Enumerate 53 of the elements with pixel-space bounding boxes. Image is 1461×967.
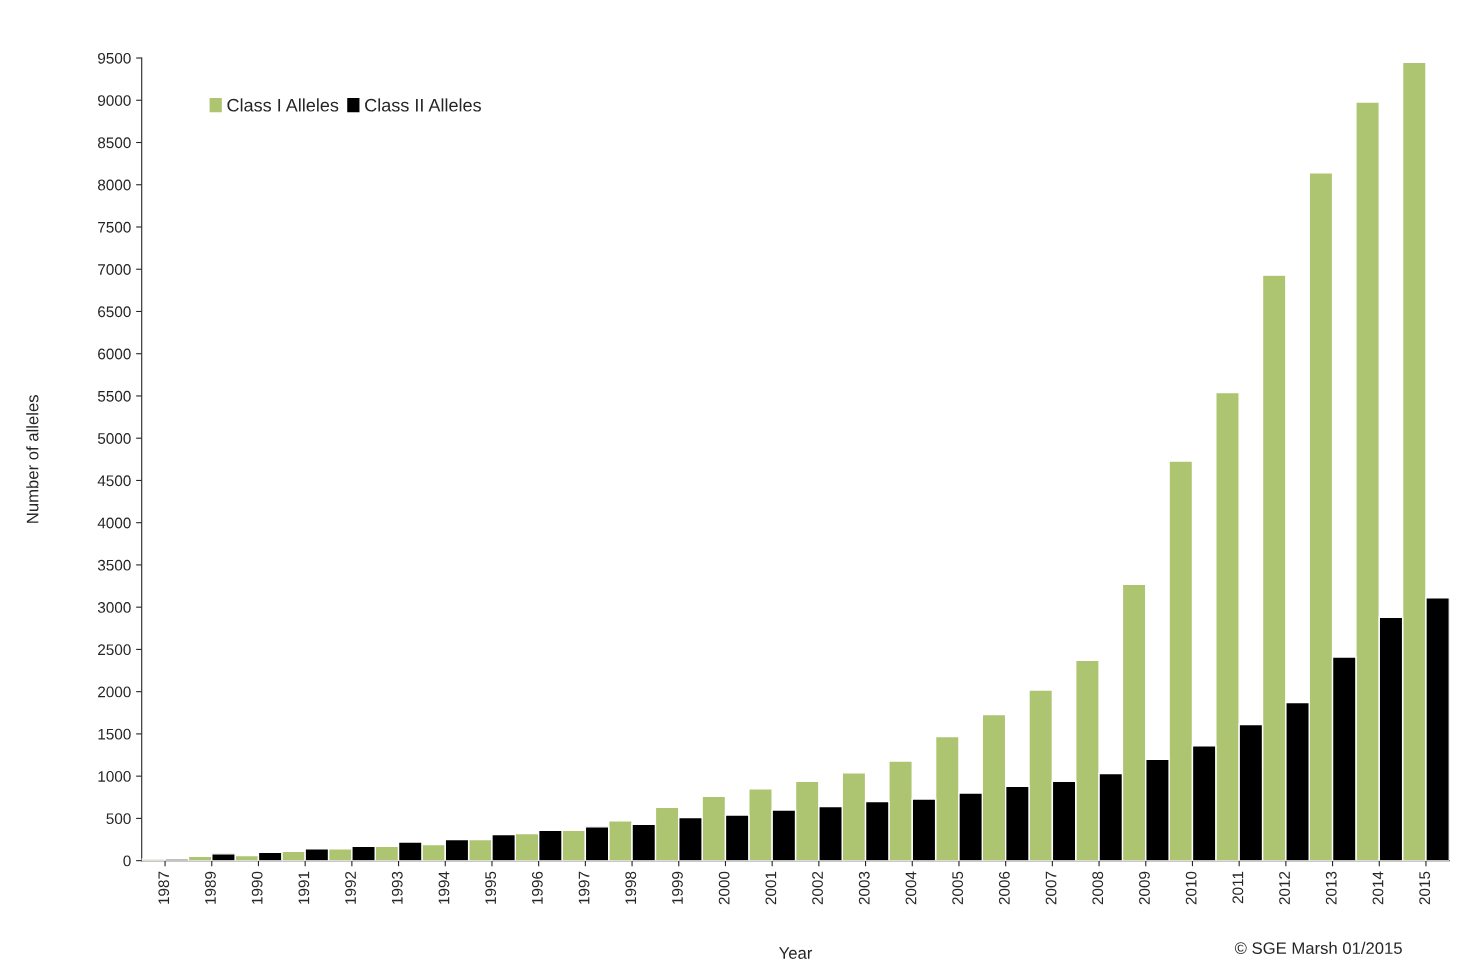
y-tick-label: 2500 — [98, 644, 131, 656]
x-tick-label: 2001 — [765, 871, 777, 905]
y-tick-label: 7500 — [98, 221, 131, 233]
x-tick-label: 1995 — [485, 871, 497, 904]
x-tick-label: 1994 — [438, 871, 450, 904]
y-tick-label: 2000 — [98, 686, 131, 698]
x-tick-label: 1989 — [205, 871, 216, 904]
y-tick-label: 6000 — [98, 348, 131, 360]
x-tick-label: 1997 — [578, 871, 590, 904]
x-tick-label: 2008 — [1092, 871, 1104, 905]
text: © SGE Marsh 01/2015 — [1234, 941, 1402, 955]
x-tick-label: 1993 — [391, 871, 403, 904]
x-tick-label: 2005 — [952, 871, 964, 905]
x-tick-label: 1996 — [531, 871, 543, 904]
legend-label: Class I Alleles — [227, 98, 339, 112]
x-tick-label: 1992 — [345, 871, 356, 904]
x-tick-label: 2006 — [998, 871, 1010, 905]
x-tick-label: 2015 — [1419, 871, 1431, 905]
y-tick-label: 3500 — [97, 559, 131, 571]
y-tick-label: 7000 — [98, 264, 131, 275]
legend-label: Class II Alleles — [365, 98, 481, 112]
y-tick-label: 500 — [106, 813, 131, 825]
y-tick-label: 5000 — [97, 433, 131, 444]
y-tick-label: 9000 — [98, 95, 131, 106]
y-tick-label: 1000 — [98, 771, 131, 782]
x-axis-title: Year — [779, 947, 813, 959]
x-tick-label: 2002 — [812, 871, 823, 905]
y-axis-title: Number of alleles — [26, 395, 39, 523]
x-tick-label: 2004 — [905, 871, 917, 905]
x-tick-label: 1999 — [672, 871, 683, 904]
x-tick-label: 2013 — [1325, 871, 1337, 905]
x-tick-label: 2007 — [1045, 871, 1057, 905]
y-tick-label: 3000 — [97, 602, 131, 613]
x-tick-label: 1990 — [251, 871, 263, 904]
y-tick-label: 5500 — [97, 390, 131, 402]
x-tick-label: 1998 — [625, 871, 637, 904]
y-tick-label: 4000 — [97, 517, 131, 529]
y-tick-label: 8500 — [97, 137, 131, 149]
x-tick-label: 2009 — [1139, 871, 1150, 905]
x-tick-label: 2014 — [1372, 871, 1384, 905]
x-tick-label: 2010 — [1185, 871, 1197, 905]
x-tick-label: 1987 — [158, 871, 170, 904]
y-tick-label: 9500 — [98, 52, 131, 64]
y-tick-label: 6500 — [98, 306, 131, 318]
x-tick-label: 2012 — [1279, 871, 1290, 905]
y-tick-label: 0 — [123, 855, 131, 867]
x-tick-label: 1991 — [298, 871, 310, 904]
y-tick-label: 4500 — [97, 475, 131, 487]
y-tick-label: 1500 — [98, 728, 131, 740]
y-tick-label: 8000 — [97, 179, 131, 191]
x-tick-label: 2000 — [718, 871, 730, 905]
x-tick-label: 2003 — [858, 871, 870, 905]
x-tick-label: 2011 — [1232, 871, 1244, 904]
